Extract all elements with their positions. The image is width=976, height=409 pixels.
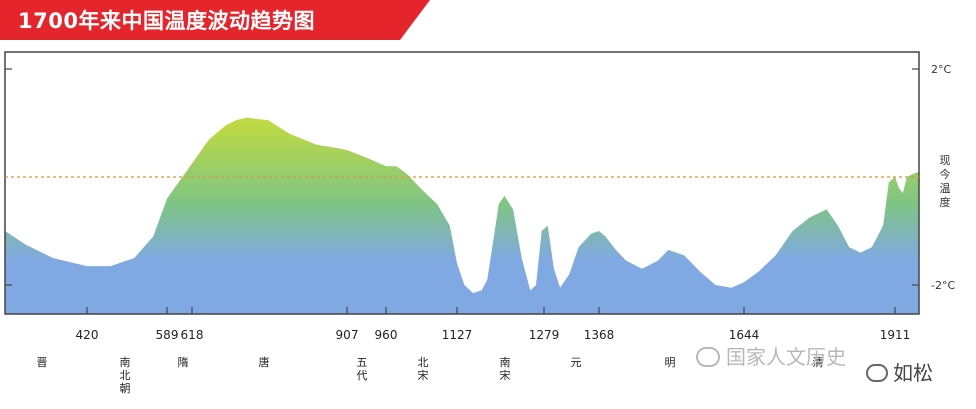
plot-frame <box>4 51 920 315</box>
x-tick-label: 589 <box>156 328 179 342</box>
dynasty-label: 明 <box>665 356 676 369</box>
dynasty-label: 北宋 <box>418 356 429 382</box>
watermark-author-text: 如松 <box>893 361 933 385</box>
reference-label: 现今温度 <box>940 154 951 209</box>
dynasty-label: 晋 <box>37 356 48 369</box>
x-tick-label: 960 <box>375 328 398 342</box>
banner-shape <box>0 0 430 40</box>
title-banner: 1700年来中国温度波动趋势图 <box>0 0 430 40</box>
y-tick-label: -2°C <box>931 279 955 292</box>
chat-bubble-icon <box>866 363 888 382</box>
chat-bubble-icon <box>696 346 720 367</box>
dynasty-label: 南宋 <box>500 356 511 382</box>
temperature-area <box>5 117 919 314</box>
dynasty-label: 南北朝 <box>120 356 131 395</box>
x-tick-label: 1911 <box>880 328 911 342</box>
dynasty-label: 五代 <box>357 356 368 382</box>
chart-title: 1700年来中国温度波动趋势图 <box>18 9 315 33</box>
watermark-author: 如松 <box>866 357 933 386</box>
watermark: 国家人文历史 <box>696 341 846 370</box>
watermark-text: 国家人文历史 <box>726 345 846 369</box>
x-tick-label: 1127 <box>442 328 473 342</box>
dynasty-label: 清 <box>813 356 824 369</box>
x-tick-label: 618 <box>181 328 204 342</box>
x-tick-label: 1644 <box>729 328 760 342</box>
x-tick-label: 1279 <box>529 328 560 342</box>
dynasty-label: 隋 <box>178 355 189 369</box>
y-tick-label: 2°C <box>931 63 951 76</box>
x-tick-label: 907 <box>336 328 359 342</box>
x-tick-label: 420 <box>76 328 99 342</box>
dynasty-label: 唐 <box>259 355 270 369</box>
x-tick-label: 1368 <box>584 328 615 342</box>
dynasty-label: 元 <box>571 356 582 369</box>
